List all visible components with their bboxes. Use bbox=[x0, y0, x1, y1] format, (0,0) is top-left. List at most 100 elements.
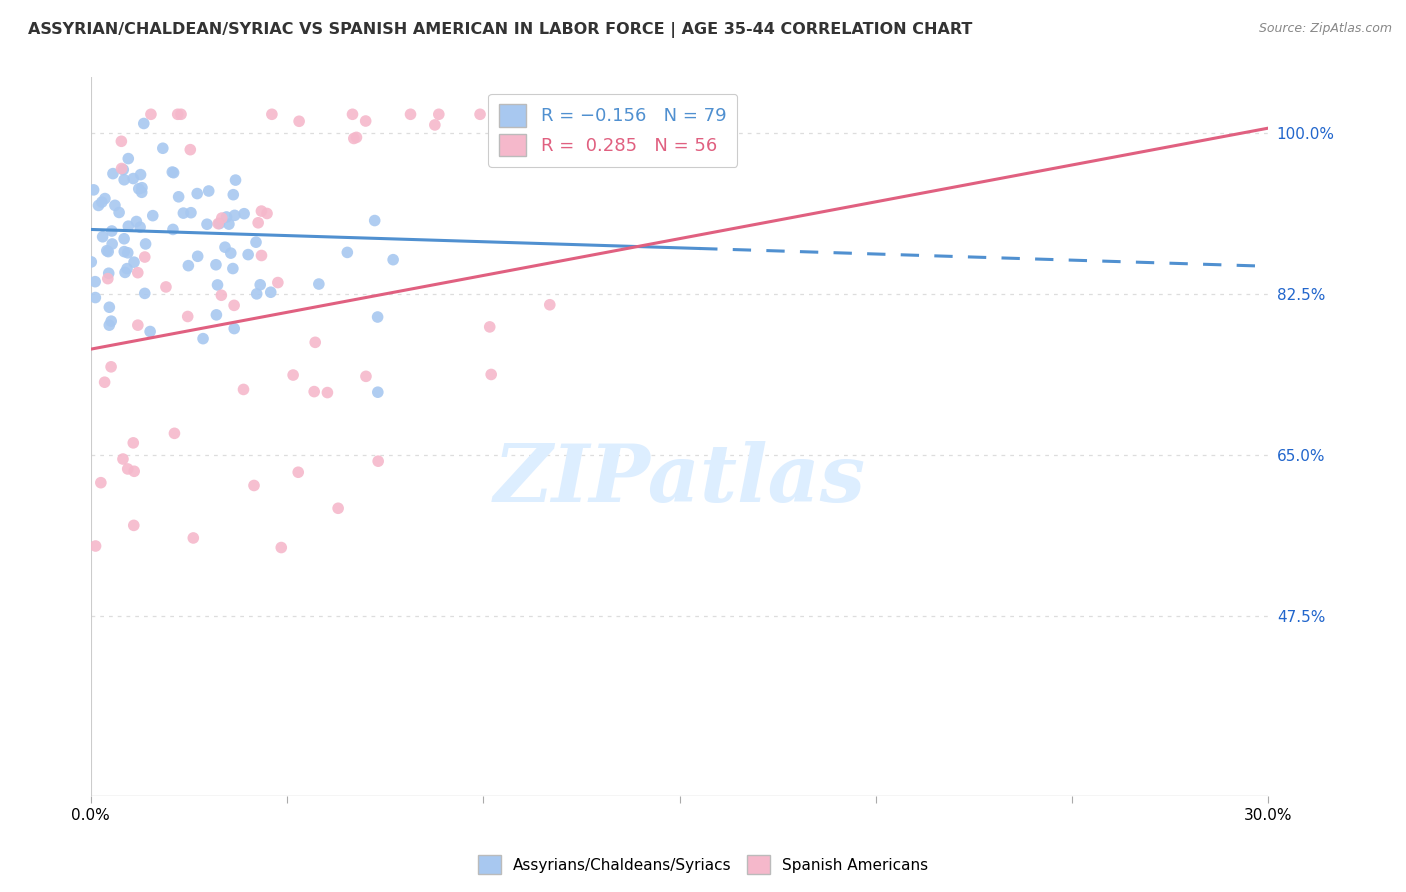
Point bbox=[367, 310, 389, 324]
Point bbox=[205, 308, 228, 322]
Point bbox=[172, 206, 194, 220]
Point bbox=[131, 180, 153, 194]
Point bbox=[84, 539, 107, 553]
Point bbox=[139, 325, 162, 339]
Point bbox=[219, 246, 242, 260]
Point bbox=[142, 209, 165, 223]
Point bbox=[93, 375, 115, 389]
Point bbox=[243, 478, 266, 492]
Point bbox=[104, 198, 127, 212]
Point bbox=[117, 245, 139, 260]
Point bbox=[222, 187, 245, 202]
Point bbox=[343, 131, 366, 145]
Point bbox=[249, 277, 271, 292]
Point bbox=[247, 216, 270, 230]
Point bbox=[232, 383, 254, 397]
Point bbox=[115, 261, 138, 276]
Legend: R = −0.156   N = 79, R =  0.285   N = 56: R = −0.156 N = 79, R = 0.285 N = 56 bbox=[488, 94, 737, 167]
Point bbox=[129, 220, 152, 235]
Point bbox=[125, 214, 148, 228]
Point bbox=[110, 134, 132, 148]
Point bbox=[287, 465, 309, 479]
Text: ZIPatlas: ZIPatlas bbox=[494, 441, 866, 518]
Point bbox=[80, 255, 103, 269]
Point bbox=[112, 244, 135, 259]
Point bbox=[87, 198, 110, 212]
Point bbox=[224, 321, 246, 335]
Point bbox=[267, 276, 290, 290]
Point bbox=[129, 168, 152, 182]
Point bbox=[177, 259, 200, 273]
Point bbox=[207, 277, 229, 292]
Point bbox=[342, 107, 364, 121]
Point bbox=[250, 204, 273, 219]
Point bbox=[208, 217, 231, 231]
Point bbox=[112, 162, 135, 177]
Point bbox=[101, 237, 124, 252]
Point bbox=[218, 217, 240, 231]
Point bbox=[187, 249, 209, 263]
Point bbox=[162, 165, 184, 179]
Point bbox=[134, 286, 156, 301]
Point bbox=[162, 222, 184, 236]
Point bbox=[131, 186, 153, 200]
Point bbox=[84, 291, 107, 305]
Point bbox=[260, 285, 283, 300]
Point bbox=[112, 232, 135, 246]
Point bbox=[207, 217, 229, 231]
Point bbox=[96, 244, 118, 258]
Text: Source: ZipAtlas.com: Source: ZipAtlas.com bbox=[1258, 22, 1392, 36]
Point bbox=[288, 114, 311, 128]
Point bbox=[155, 280, 177, 294]
Point bbox=[382, 252, 405, 267]
Point bbox=[225, 173, 247, 187]
Point bbox=[256, 206, 278, 220]
Point bbox=[152, 141, 174, 155]
Point bbox=[222, 261, 245, 276]
Point bbox=[270, 541, 292, 555]
Point bbox=[170, 107, 193, 121]
Point bbox=[260, 107, 283, 121]
Point bbox=[336, 245, 359, 260]
Point bbox=[209, 288, 232, 302]
Point bbox=[346, 130, 368, 145]
Point bbox=[281, 368, 304, 382]
Point bbox=[191, 332, 214, 346]
Point bbox=[98, 318, 121, 333]
Point bbox=[127, 318, 149, 333]
Point bbox=[399, 107, 422, 121]
Point bbox=[186, 186, 208, 201]
Point bbox=[233, 207, 256, 221]
Point bbox=[139, 107, 162, 121]
Point bbox=[308, 277, 330, 291]
Point bbox=[205, 258, 228, 272]
Point bbox=[236, 247, 259, 261]
Point bbox=[101, 167, 124, 181]
Point bbox=[117, 219, 139, 234]
Point bbox=[195, 217, 218, 231]
Point bbox=[94, 192, 117, 206]
Point bbox=[127, 266, 149, 280]
Point bbox=[91, 229, 114, 244]
Point bbox=[224, 298, 246, 312]
Point bbox=[100, 314, 122, 328]
Point bbox=[468, 107, 491, 121]
Point bbox=[132, 116, 155, 130]
Point bbox=[101, 224, 124, 238]
Point bbox=[538, 298, 561, 312]
Point bbox=[326, 501, 349, 516]
Point bbox=[83, 183, 105, 197]
Point bbox=[122, 171, 145, 186]
Point bbox=[179, 143, 201, 157]
Point bbox=[100, 359, 122, 374]
Point bbox=[110, 161, 132, 176]
Point bbox=[181, 531, 204, 545]
Point bbox=[211, 211, 233, 225]
Point bbox=[367, 385, 389, 400]
Point bbox=[90, 475, 112, 490]
Point bbox=[354, 114, 377, 128]
Point bbox=[122, 255, 145, 269]
Point bbox=[479, 368, 502, 382]
Text: ASSYRIAN/CHALDEAN/SYRIAC VS SPANISH AMERICAN IN LABOR FORCE | AGE 35-44 CORRELAT: ASSYRIAN/CHALDEAN/SYRIAC VS SPANISH AMER… bbox=[28, 22, 973, 38]
Point bbox=[117, 462, 139, 476]
